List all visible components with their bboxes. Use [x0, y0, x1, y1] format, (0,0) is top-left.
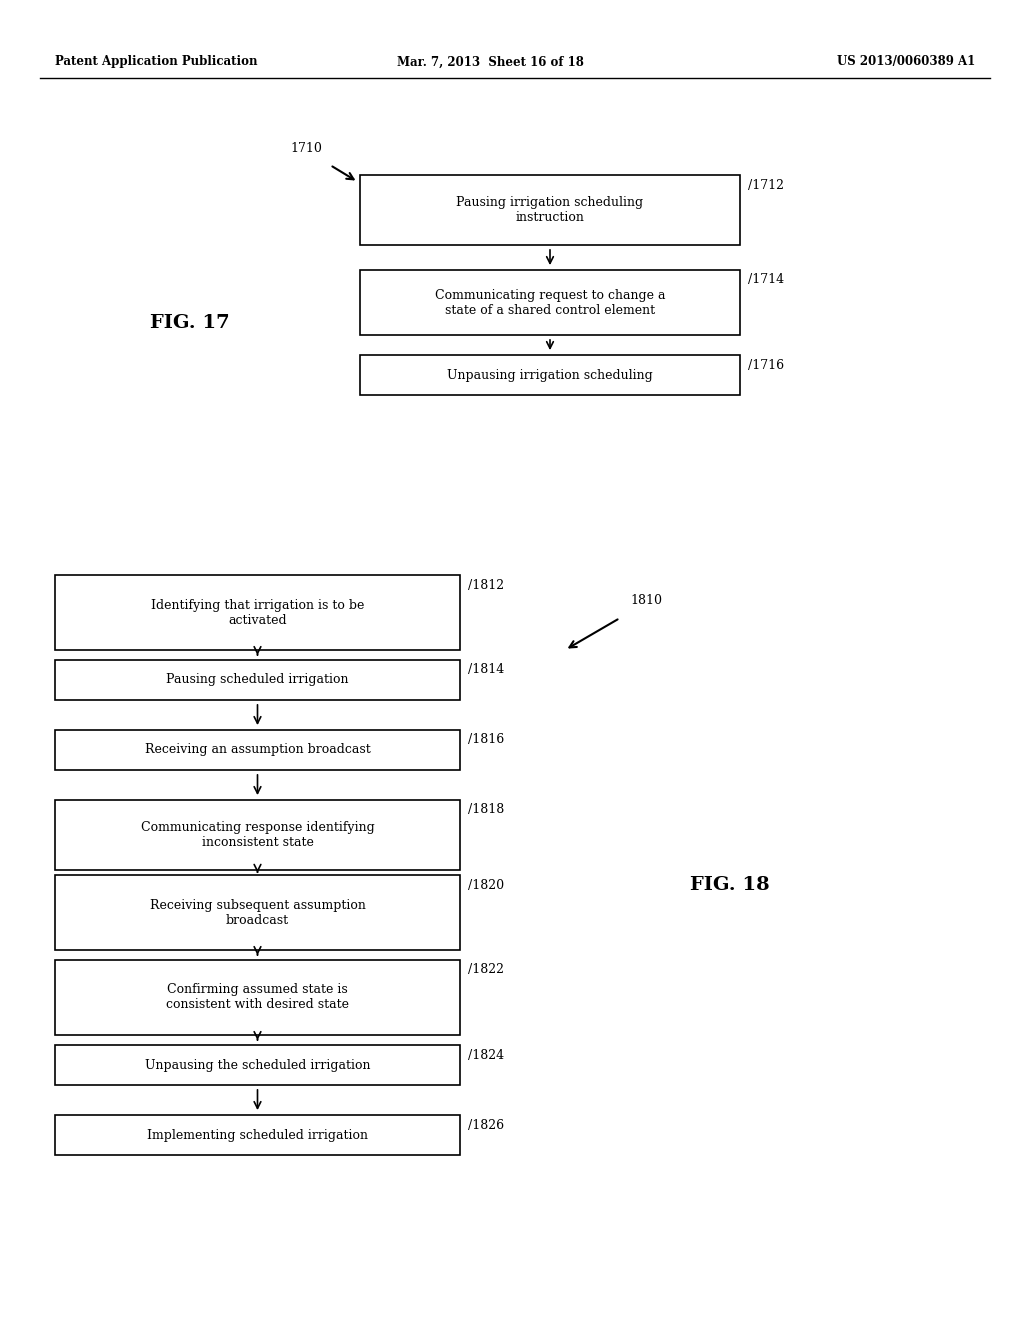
Text: Implementing scheduled irrigation: Implementing scheduled irrigation [147, 1129, 368, 1142]
Text: Unpausing irrigation scheduling: Unpausing irrigation scheduling [447, 368, 653, 381]
Text: Receiving an assumption broadcast: Receiving an assumption broadcast [144, 743, 371, 756]
Text: /1712: /1712 [748, 178, 784, 191]
Text: Patent Application Publication: Patent Application Publication [55, 55, 257, 69]
Text: Unpausing the scheduled irrigation: Unpausing the scheduled irrigation [144, 1059, 371, 1072]
Text: /1820: /1820 [468, 879, 504, 891]
Bar [55, 1045, 460, 1085]
Bar [55, 875, 460, 950]
Text: 1710: 1710 [290, 141, 322, 154]
Text: /1814: /1814 [468, 664, 504, 676]
Bar [55, 960, 460, 1035]
Bar [360, 176, 740, 246]
Text: Mar. 7, 2013  Sheet 16 of 18: Mar. 7, 2013 Sheet 16 of 18 [396, 55, 584, 69]
Text: Receiving subsequent assumption
broadcast: Receiving subsequent assumption broadcas… [150, 899, 366, 927]
Text: Pausing irrigation scheduling
instruction: Pausing irrigation scheduling instructio… [457, 195, 643, 224]
Text: /1822: /1822 [468, 964, 504, 977]
Text: 1810: 1810 [630, 594, 662, 606]
Text: Communicating response identifying
inconsistent state: Communicating response identifying incon… [140, 821, 375, 849]
Text: /1812: /1812 [468, 578, 504, 591]
Text: /1714: /1714 [748, 273, 784, 286]
Text: US 2013/0060389 A1: US 2013/0060389 A1 [837, 55, 975, 69]
Bar [55, 730, 460, 770]
Text: FIG. 17: FIG. 17 [151, 314, 229, 331]
Bar [55, 1115, 460, 1155]
Text: /1824: /1824 [468, 1048, 504, 1061]
Bar [360, 355, 740, 395]
Bar [55, 660, 460, 700]
Text: Identifying that irrigation is to be
activated: Identifying that irrigation is to be act… [151, 598, 365, 627]
Text: FIG. 18: FIG. 18 [690, 876, 770, 894]
Text: Pausing scheduled irrigation: Pausing scheduled irrigation [166, 673, 349, 686]
Text: Communicating request to change a
state of a shared control element: Communicating request to change a state … [435, 289, 666, 317]
Text: /1816: /1816 [468, 734, 504, 747]
Bar [55, 576, 460, 649]
Text: /1826: /1826 [468, 1118, 504, 1131]
Bar [55, 800, 460, 870]
Text: /1818: /1818 [468, 804, 504, 817]
Text: /1716: /1716 [748, 359, 784, 371]
Text: Confirming assumed state is
consistent with desired state: Confirming assumed state is consistent w… [166, 983, 349, 1011]
Bar [360, 271, 740, 335]
